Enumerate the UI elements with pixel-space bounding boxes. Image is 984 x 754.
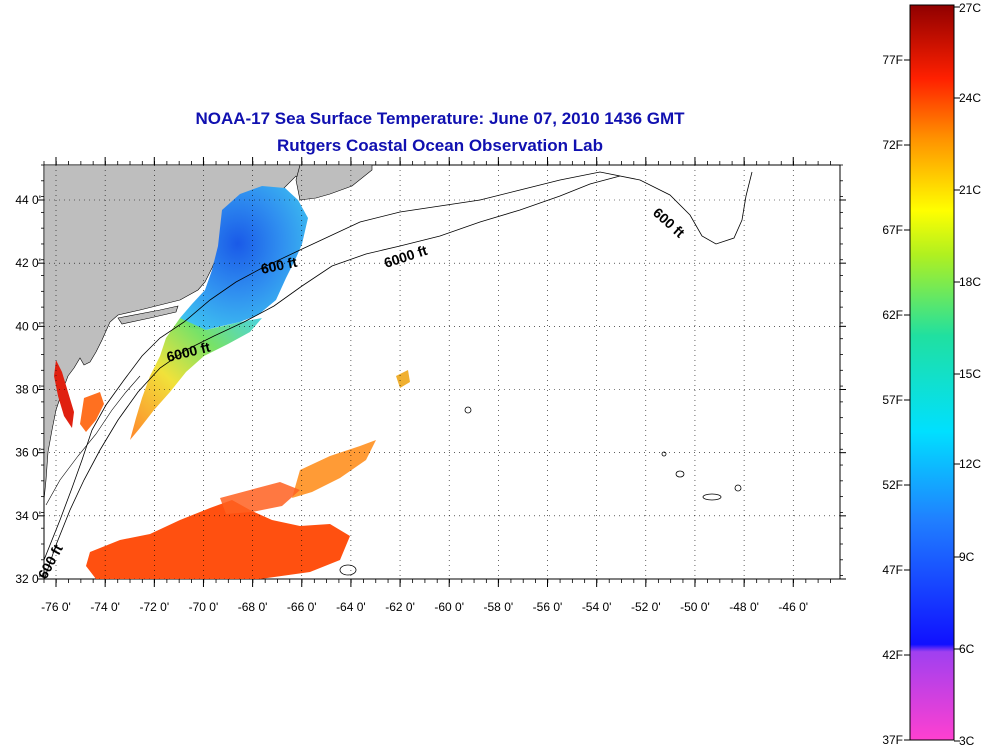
seamount bbox=[734, 484, 742, 492]
lon-tick-label: -66 0' bbox=[287, 600, 317, 614]
colorbar-fahrenheit-label: 37F bbox=[882, 733, 903, 747]
contour-6000ft-inner bbox=[45, 375, 141, 506]
lat-tick-label: 32 0' bbox=[15, 572, 41, 586]
lon-tick-label: -50 0' bbox=[680, 600, 710, 614]
sst-warm-streak bbox=[292, 440, 376, 498]
axis-ticks bbox=[38, 157, 846, 587]
contour-6000ft bbox=[44, 175, 621, 579]
lon-tick-label: -62 0' bbox=[385, 600, 415, 614]
seamount bbox=[702, 493, 722, 501]
lon-tick-label: -64 0' bbox=[336, 600, 366, 614]
land-long-island bbox=[117, 305, 179, 325]
colorbar-celsius-label: 3C bbox=[959, 734, 975, 748]
lat-tick-label: 34 0' bbox=[15, 509, 41, 523]
axis-labels: -76 0' -74 0' -72 0' -70 0' -68 0' -66 0' -64 … bbox=[15, 193, 808, 614]
map-title: NOAA-17 Sea Surface Temperature: June 07… bbox=[195, 109, 685, 128]
sst-chesapeake bbox=[54, 360, 74, 428]
colorbar-fahrenheit-label: 67F bbox=[882, 223, 903, 237]
colorbar-fahrenheit-label: 77F bbox=[882, 53, 903, 67]
colorbar-fahrenheit-label: 62F bbox=[882, 308, 903, 322]
lon-tick-label: -48 0' bbox=[729, 600, 759, 614]
lat-tick-label: 38 0' bbox=[15, 383, 41, 397]
graticule bbox=[44, 165, 840, 580]
land-nova-scotia bbox=[295, 165, 373, 201]
lon-tick-label: -52 0' bbox=[631, 600, 661, 614]
seamount bbox=[675, 470, 685, 478]
sst-warm-streak-2 bbox=[220, 482, 300, 514]
colorbar-celsius-label: 9C bbox=[959, 550, 975, 564]
lat-tick-label: 42 0' bbox=[15, 256, 41, 270]
seamount bbox=[661, 451, 667, 457]
colorbar-labels: 27C 24C 21C 18C 15C 12C 9C 6C 3C 77F 72F 67F 62F 57F 5… bbox=[882, 1, 981, 748]
lon-tick-label: -68 0' bbox=[238, 600, 268, 614]
lon-tick-label: -54 0' bbox=[582, 600, 612, 614]
colorbar-celsius-label: 18C bbox=[959, 275, 981, 289]
colorbar-celsius-label: 15C bbox=[959, 367, 981, 381]
colorbar-celsius-label: 21C bbox=[959, 183, 981, 197]
colorbar bbox=[909, 4, 955, 741]
colorbar-fahrenheit-label: 42F bbox=[882, 648, 903, 662]
lat-tick-label: 36 0' bbox=[15, 446, 41, 460]
colorbar-fahrenheit-label: 72F bbox=[882, 138, 903, 152]
sst-warm-south bbox=[86, 500, 350, 579]
seamount bbox=[464, 406, 472, 414]
sst-shelf-band bbox=[130, 318, 262, 440]
colorbar-celsius-label: 24C bbox=[959, 91, 981, 105]
sst-gulf-of-maine bbox=[180, 186, 308, 330]
colorbar-celsius-label: 6C bbox=[959, 642, 975, 656]
contour-600ft bbox=[44, 171, 753, 561]
lat-tick-label: 44 0' bbox=[15, 193, 41, 207]
lon-tick-label: -74 0' bbox=[90, 600, 120, 614]
sst-nj-coast bbox=[80, 392, 104, 432]
lon-tick-label: -70 0' bbox=[189, 600, 219, 614]
lon-tick-label: -56 0' bbox=[533, 600, 563, 614]
lat-tick-label: 40 0' bbox=[15, 319, 41, 333]
lon-tick-label: -76 0' bbox=[41, 600, 71, 614]
lon-tick-label: -46 0' bbox=[778, 600, 808, 614]
contour-label: 600 ft bbox=[259, 254, 298, 277]
colorbar-celsius-label: 27C bbox=[959, 1, 981, 15]
sst-gulf-stream-patch bbox=[396, 370, 410, 388]
lon-tick-label: -58 0' bbox=[484, 600, 514, 614]
lon-tick-label: -60 0' bbox=[434, 600, 464, 614]
seamount bbox=[339, 564, 357, 576]
colorbar-celsius-label: 12C bbox=[959, 457, 981, 471]
colorbar-fahrenheit-label: 47F bbox=[882, 563, 903, 577]
colorbar-fahrenheit-label: 57F bbox=[882, 393, 903, 407]
map-subtitle: Rutgers Coastal Ocean Observation Lab bbox=[277, 136, 603, 155]
colorbar-fahrenheit-label: 52F bbox=[882, 478, 903, 492]
lon-tick-label: -72 0' bbox=[139, 600, 169, 614]
